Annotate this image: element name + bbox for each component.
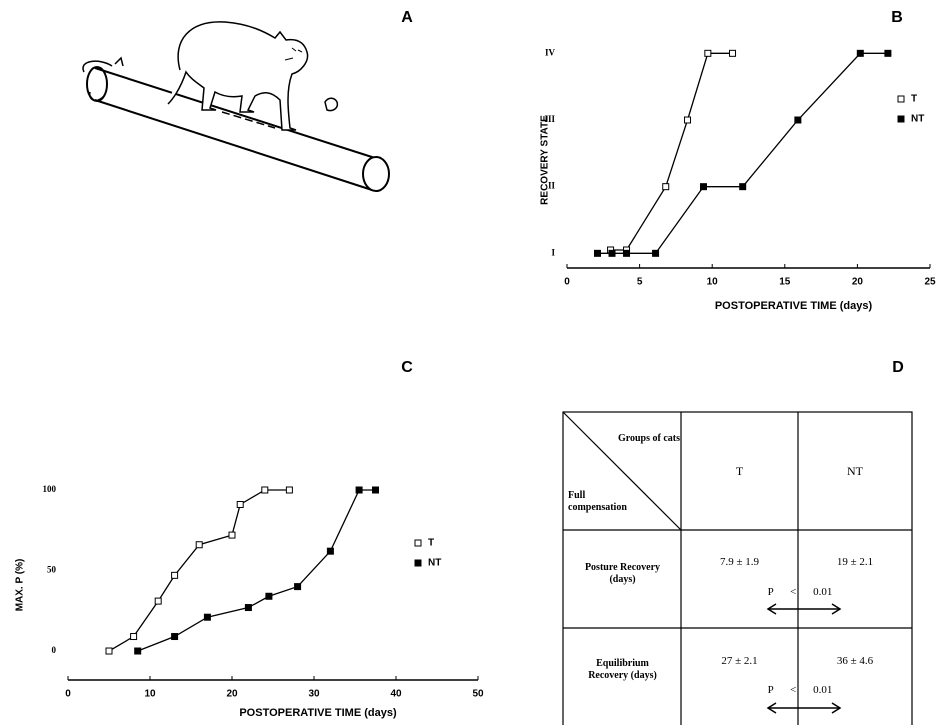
data-point [704,49,712,57]
data-point [739,183,747,191]
x-tick-label: 10 [707,277,719,288]
panel-label: D [892,359,904,376]
data-point [372,486,379,494]
panel-label: A [401,9,413,26]
panel-label: B [891,9,903,26]
data-point [236,500,244,508]
data-point [244,604,252,612]
p-value: P < 0.01 [767,684,833,696]
y-tick-label: II [548,181,556,191]
data-point [729,49,737,57]
data-point [593,249,601,257]
data-point [261,486,269,494]
legend-label: NT [911,114,924,125]
y-axis-label: MAX. P (%) [15,559,26,612]
panel-label: C [401,359,413,376]
x-tick-label: 5 [637,277,643,288]
table-cell: 7.9 ± 1.9 [719,556,760,568]
series-line [610,52,733,251]
y-tick-label: 0 [52,645,57,655]
data-point [884,49,892,57]
data-point [228,531,236,539]
data-point [265,592,273,600]
y-tick-label: I [551,247,555,257]
table-column-header: NT [847,464,863,478]
legend-marker [414,559,422,567]
legend-marker [897,95,905,103]
x-axis-label: POSTOPERATIVE TIME (days) [239,707,397,719]
series-line [597,52,888,254]
y-tick-label: III [544,114,555,124]
x-tick-label: 0 [65,689,71,700]
y-tick-label: 100 [43,484,57,494]
data-point [294,583,302,591]
series-line [108,489,290,652]
data-point [652,249,660,257]
x-tick-label: 15 [779,277,791,288]
cat-on-rod-drawing [82,21,390,192]
data-point [355,486,363,494]
data-point [171,633,179,641]
x-tick-label: 20 [852,277,864,288]
data-point [285,486,293,494]
data-point [699,183,707,191]
data-point [195,541,203,549]
data-point [326,547,334,555]
table-cell: 19 ± 2.1 [836,556,874,568]
data-point [856,49,864,57]
x-tick-label: 0 [564,277,570,288]
data-point [203,613,211,621]
table-cell: 27 ± 2.1 [721,655,758,667]
y-tick-label: 50 [47,565,57,575]
data-point [154,597,162,605]
data-point [105,647,113,655]
legend-label: NT [428,558,441,569]
data-point [130,633,138,641]
data-point [794,116,802,124]
data-point [134,647,142,655]
data-point [684,116,692,124]
x-tick-label: 30 [308,689,320,700]
table-corner-top: Groups of cats [617,433,680,444]
y-tick-label: IV [545,47,556,57]
legend-marker [414,539,422,547]
table-row-label: Posture Recovery (days) [584,562,661,585]
table-frame [562,411,913,725]
x-tick-label: 20 [226,689,238,700]
table-cell: 36 ± 4.6 [836,655,874,667]
x-axis-label: POSTOPERATIVE TIME (days) [715,300,873,312]
data-point [608,249,616,257]
legend-marker [897,115,905,123]
x-tick-label: 25 [924,277,936,288]
data-point [662,183,670,191]
p-value: P < 0.01 [767,586,833,598]
table-corner-bottom: Full compensation [568,490,627,513]
x-tick-label: 10 [144,689,156,700]
table-column-header: T [735,464,744,478]
x-tick-label: 50 [472,689,484,700]
x-tick-label: 40 [390,689,402,700]
series-line [137,489,376,652]
legend-label: T [911,94,917,105]
data-point [171,571,179,579]
y-axis-label: RECOVERY STATE [540,115,551,205]
data-point [623,249,631,257]
legend-label: T [428,538,434,549]
table-row-label: Equilibrium Recovery (days) [588,658,657,681]
